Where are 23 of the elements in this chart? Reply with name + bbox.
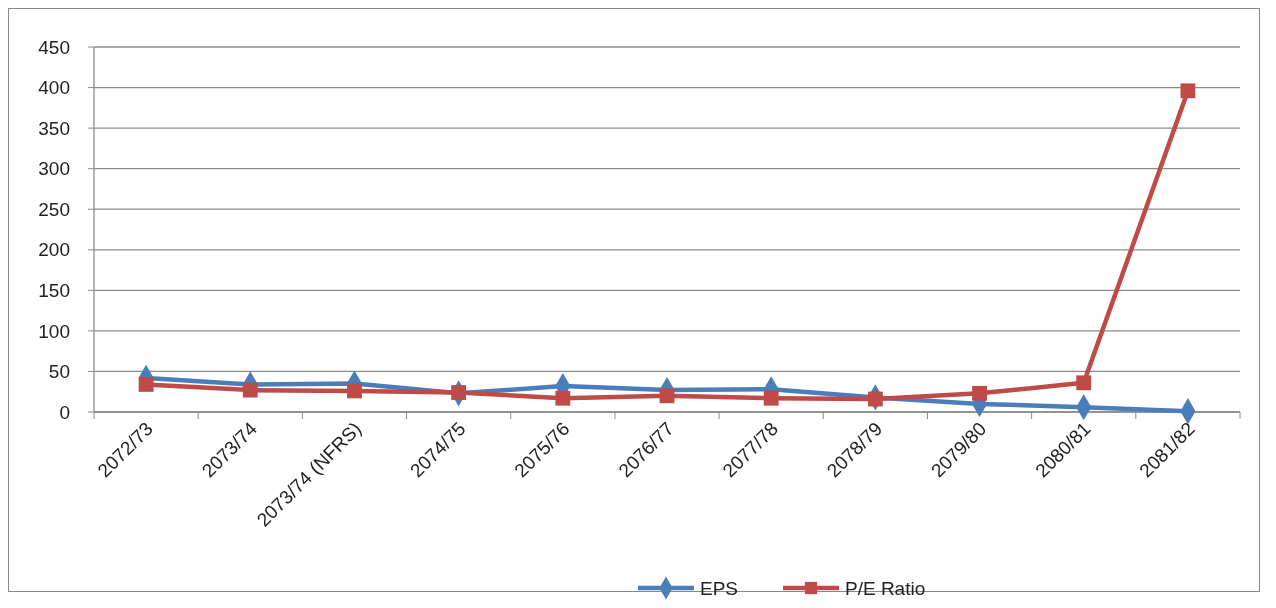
- point: [555, 390, 571, 406]
- y-tick-label: 100: [38, 320, 70, 342]
- point: [347, 383, 362, 399]
- legend-label: EPS: [700, 577, 739, 599]
- point: [867, 391, 883, 407]
- y-tick-label: 0: [59, 401, 70, 423]
- point: [972, 385, 987, 401]
- point: [242, 382, 258, 398]
- y-tick-label: 300: [38, 158, 70, 180]
- y-tick-label: 150: [38, 279, 70, 301]
- legend-label: P/E Ratio: [845, 577, 926, 599]
- y-tick-label: 50: [48, 361, 70, 383]
- point: [1180, 83, 1196, 99]
- point: [451, 385, 467, 400]
- point: [659, 388, 675, 404]
- point: [138, 377, 154, 392]
- y-tick-label: 250: [38, 198, 70, 220]
- y-tick-label: 450: [38, 36, 70, 58]
- point: [763, 390, 779, 406]
- point: [1076, 375, 1092, 391]
- y-tick-label: 200: [38, 239, 70, 261]
- y-tick-label: 400: [38, 77, 70, 99]
- y-tick-label: 350: [38, 117, 70, 139]
